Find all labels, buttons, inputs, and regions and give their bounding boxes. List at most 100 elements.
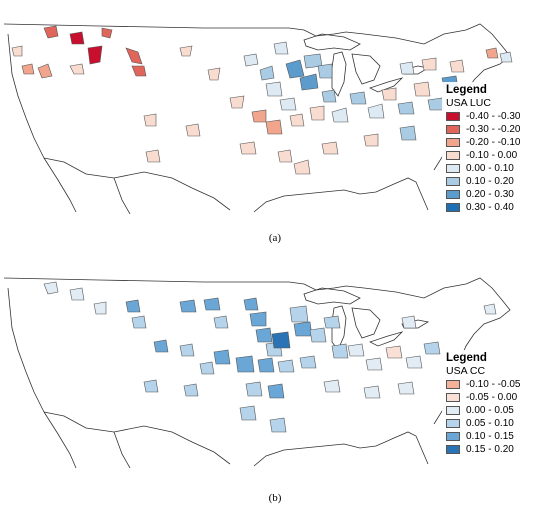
watershed-polygon xyxy=(239,141,257,155)
legend-item: 0.05 - 0.10 xyxy=(446,417,542,430)
watershed-polygon xyxy=(363,385,381,399)
watershed-polygon xyxy=(321,141,339,155)
watershed-polygon xyxy=(331,343,349,359)
gulf-coast xyxy=(253,431,429,467)
legend-label: -0.05 - 0.00 xyxy=(466,392,518,403)
legend-swatch xyxy=(446,164,460,173)
legend-title: Legend xyxy=(446,352,487,364)
watershed-polygon xyxy=(213,349,231,365)
watershed-polygon xyxy=(309,105,325,121)
watershed-polygon xyxy=(145,149,161,163)
watershed-polygon xyxy=(125,47,143,65)
watershed-polygon xyxy=(251,109,267,123)
legend-label: 0.10 - 0.15 xyxy=(466,431,514,442)
legend-item: -0.40 - -0.30 xyxy=(446,110,542,123)
watershed-polygon xyxy=(43,25,59,39)
watershed-polygon xyxy=(413,81,431,97)
watershed-polygon xyxy=(69,31,85,45)
watershed-polygon xyxy=(309,327,327,343)
map-panel-b: Legend USA CC -0.10 - -0.05 -0.05 - 0.00… xyxy=(4,264,546,474)
mexico-border xyxy=(43,411,231,465)
lake-superior xyxy=(303,33,361,51)
legend-swatch xyxy=(446,112,460,121)
mexico-interior xyxy=(113,177,131,214)
watersheds-a xyxy=(11,25,513,175)
mexico-interior xyxy=(113,431,131,469)
watershed-polygon xyxy=(203,297,221,311)
watershed-polygon xyxy=(259,65,275,81)
watershed-polygon xyxy=(331,107,349,123)
watershed-polygon xyxy=(69,63,85,75)
watershed-polygon xyxy=(183,383,199,397)
watershed-polygon xyxy=(381,87,397,101)
legend-label: 0.00 - 0.05 xyxy=(466,405,514,416)
lake-erie xyxy=(368,331,404,347)
watershed-polygon xyxy=(213,315,229,329)
legend-label: 0.20 - 0.30 xyxy=(466,189,514,200)
us-outline-b xyxy=(4,277,511,469)
legend-item: -0.30 - -0.20 xyxy=(446,123,542,136)
canada-border xyxy=(4,277,365,291)
watershed-polygon xyxy=(321,89,337,103)
watershed-polygon xyxy=(37,63,53,79)
legend-swatch xyxy=(446,125,460,134)
watershed-polygon xyxy=(347,343,365,357)
legend-item: -0.10 - -0.05 xyxy=(446,378,542,391)
map-panel-a: Legend USA LUC -0.40 - -0.30 -0.30 - -0.… xyxy=(4,4,546,216)
legend-item: 0.10 - 0.20 xyxy=(446,175,542,188)
watershed-polygon xyxy=(323,379,341,393)
watershed-polygon xyxy=(199,361,215,375)
watersheds-b xyxy=(43,281,497,433)
watershed-polygon xyxy=(243,297,259,311)
watershed-polygon xyxy=(397,381,415,395)
legend-subtitle: USA CC xyxy=(446,365,486,377)
legend-item: 0.00 - 0.05 xyxy=(446,404,542,417)
lake-huron xyxy=(351,307,381,339)
canada-border xyxy=(4,23,365,37)
watershed-polygon xyxy=(483,303,497,315)
watershed-polygon xyxy=(279,97,297,111)
caption-a: (a) xyxy=(268,232,282,244)
legend-item: 0.10 - 0.15 xyxy=(446,430,542,443)
watershed-polygon xyxy=(245,381,263,397)
watershed-polygon xyxy=(125,299,141,313)
watershed-polygon xyxy=(229,95,245,109)
watershed-polygon xyxy=(399,125,417,141)
watershed-polygon xyxy=(255,327,273,343)
watershed-polygon xyxy=(299,73,319,91)
legend-item: 0.20 - 0.30 xyxy=(446,188,542,201)
watershed-polygon xyxy=(87,45,103,65)
baja xyxy=(43,411,77,469)
watershed-polygon xyxy=(207,67,221,81)
watershed-polygon xyxy=(267,383,285,399)
watershed-polygon xyxy=(277,149,293,163)
mexico-border xyxy=(43,157,231,211)
legend-swatch xyxy=(446,138,460,147)
watershed-polygon xyxy=(43,281,59,295)
caption-b: (b) xyxy=(268,492,282,504)
legend-title: Legend xyxy=(446,84,487,96)
legend-label: -0.20 - -0.10 xyxy=(466,137,521,148)
legend-label: 0.10 - 0.20 xyxy=(466,176,514,187)
watershed-polygon xyxy=(249,311,267,327)
baja xyxy=(43,157,77,213)
watershed-polygon xyxy=(299,355,317,369)
lake-huron xyxy=(351,53,381,85)
watershed-polygon xyxy=(101,27,113,39)
watershed-polygon xyxy=(243,53,259,67)
watershed-polygon xyxy=(239,405,257,421)
watershed-polygon xyxy=(265,119,283,135)
watershed-polygon xyxy=(349,91,367,105)
legend-swatch xyxy=(446,380,460,389)
legend-swatch xyxy=(446,203,460,212)
watershed-polygon xyxy=(143,113,157,127)
legend-label: 0.30 - 0.40 xyxy=(466,202,514,213)
watershed-polygon xyxy=(317,63,333,79)
watershed-polygon xyxy=(265,81,283,97)
watershed-polygon xyxy=(323,315,341,329)
watershed-polygon xyxy=(421,57,437,71)
west-coast xyxy=(7,33,45,159)
watershed-polygon xyxy=(131,315,147,329)
watershed-polygon xyxy=(93,301,107,315)
watershed-polygon xyxy=(179,45,193,57)
